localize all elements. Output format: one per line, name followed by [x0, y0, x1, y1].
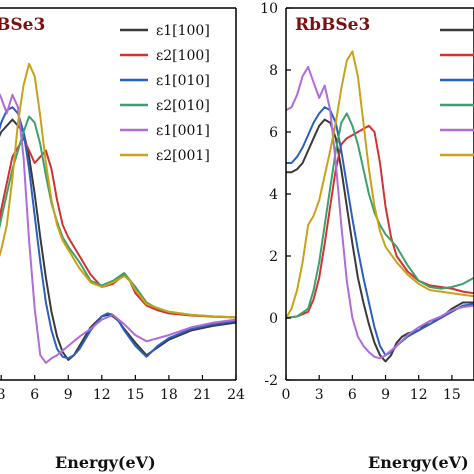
left-panel: 3 6 9 12 15 18 21 24 ε1[100] ε2[100] ε1[010] ε2[01… — [0, 7, 245, 472]
legend-label: ε1[100] — [156, 23, 210, 39]
x-tick-label: 6 — [30, 387, 39, 403]
legend-label: ε2[010] — [156, 98, 210, 114]
x-tick-label: 12 — [410, 387, 428, 403]
y-tick-label: 4 — [269, 187, 278, 203]
y-tick-label: 8 — [269, 63, 278, 79]
series-line-3 — [286, 106, 474, 357]
series-line-2 — [0, 137, 236, 319]
x-tick-label: 24 — [227, 387, 245, 403]
y-tick-label: 10 — [260, 1, 278, 17]
left-legend: ε1[100] ε2[100] ε1[010] ε2[010] ε1[001] ε2[00… — [120, 23, 210, 164]
x-tick-label: 9 — [64, 387, 73, 403]
x-tick-label: 12 — [93, 387, 111, 403]
y-tick-label: 0 — [269, 311, 278, 327]
series-line-2 — [286, 124, 474, 319]
series-line-6 — [286, 50, 474, 319]
legend-label: ε2[001] — [156, 148, 210, 164]
series-line-3 — [0, 106, 236, 360]
right-legend — [440, 28, 474, 157]
series-line-5 — [0, 92, 236, 364]
right-x-axis-title: Energy(eV) — [368, 453, 469, 472]
x-tick-label: 15 — [126, 387, 144, 403]
legend-label: ε1[010] — [156, 73, 210, 89]
x-tick-label: 6 — [348, 387, 357, 403]
legend-label: ε1[001] — [156, 123, 210, 139]
y-tick-label: -2 — [264, 373, 278, 389]
x-tick-label: 21 — [194, 387, 212, 403]
x-tick-label: 3 — [0, 387, 6, 403]
series-line-6 — [0, 62, 236, 319]
left-axes-layer — [0, 7, 237, 381]
legend-label: ε2[100] — [156, 48, 210, 64]
right-series-layer — [286, 50, 474, 363]
series-line-5 — [286, 65, 474, 360]
x-tick-label: 0 — [282, 387, 291, 403]
series-line-4 — [286, 112, 474, 319]
left-series-layer — [0, 62, 236, 364]
right-axes-layer — [285, 7, 474, 381]
left-x-axis-title: Energy(eV) — [55, 453, 156, 472]
y-tick-label: 2 — [269, 249, 278, 265]
x-tick-label: 9 — [381, 387, 390, 403]
x-tick-label: 3 — [315, 387, 324, 403]
x-tick-label: 15 — [443, 387, 461, 403]
left-ticks-layer: 3 6 9 12 15 18 21 24 — [0, 375, 245, 403]
x-tick-label: 18 — [160, 387, 178, 403]
right-panel-title: RbBSe3 — [295, 15, 370, 35]
y-tick-label: 6 — [269, 125, 278, 141]
left-panel-title: BSe3 — [0, 15, 45, 35]
